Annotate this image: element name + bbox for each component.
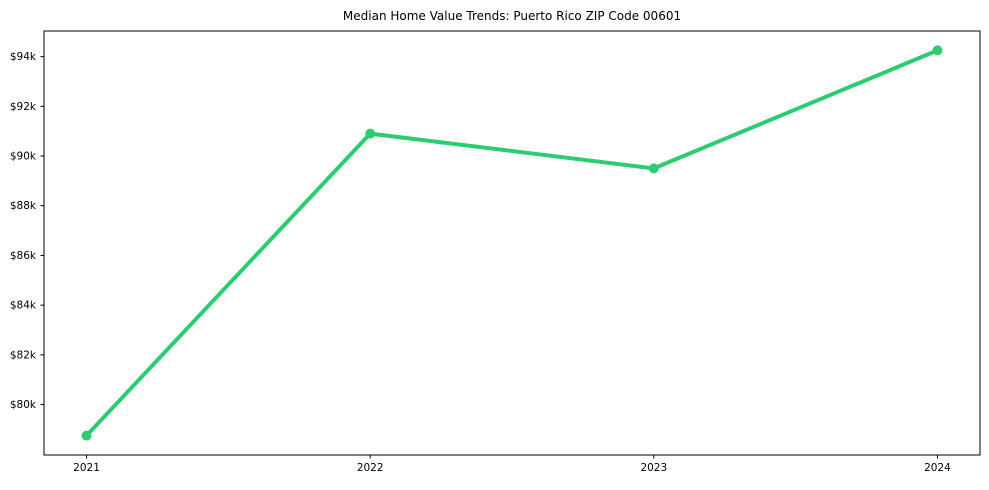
y-tick-label: $92k xyxy=(10,101,37,113)
x-tick-label: 2021 xyxy=(73,462,100,474)
data-point-2022 xyxy=(365,128,376,139)
data-point-2021 xyxy=(81,430,92,441)
y-tick-label: $94k xyxy=(10,51,37,63)
y-tick-label: $88k xyxy=(10,200,37,212)
trend-line xyxy=(84,48,940,438)
y-tick-label: $82k xyxy=(10,349,37,361)
y-tick-label: $80k xyxy=(10,399,37,411)
x-tick-label: 2024 xyxy=(924,462,951,474)
plot-area xyxy=(44,31,980,455)
plot-border xyxy=(43,30,981,456)
data-point-2023 xyxy=(648,163,659,174)
x-tick-label: 2022 xyxy=(357,462,384,474)
x-tick-label: 2023 xyxy=(640,462,667,474)
y-tick-label: $84k xyxy=(10,300,37,312)
y-tick-label: $90k xyxy=(10,151,37,163)
data-point-2024 xyxy=(932,45,943,56)
chart-title: Median Home Value Trends: Puerto Rico ZI… xyxy=(342,9,682,23)
y-tick-label: $86k xyxy=(10,250,37,262)
